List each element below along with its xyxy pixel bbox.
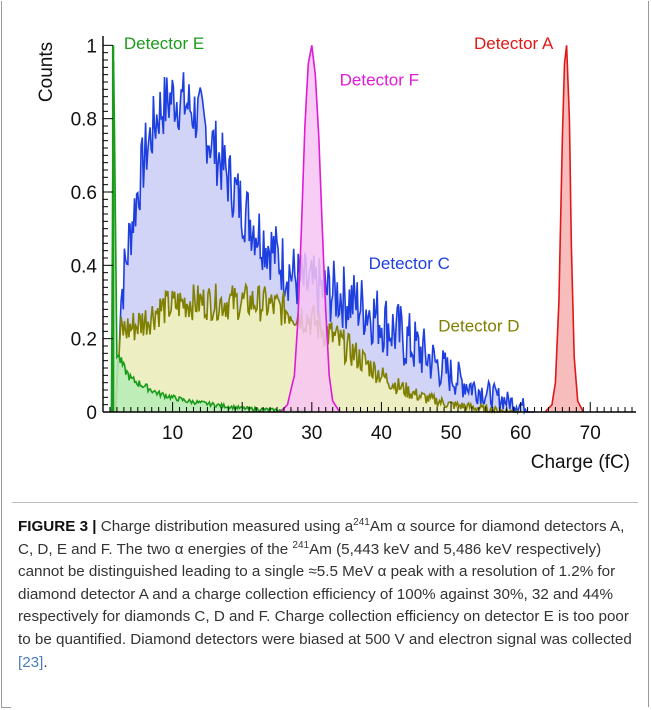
caption-sup-1: 241: [353, 516, 370, 528]
detector-a-label: Detector A: [474, 34, 554, 53]
y-tick-label: 1: [86, 36, 97, 57]
x-tick-label: 50: [440, 423, 461, 444]
caption-reference-link[interactable]: [23]: [18, 653, 44, 671]
detector-e-label: Detector E: [124, 34, 204, 53]
caption-text-3: Am (5,443 keV and 5,486 keV respectively…: [18, 540, 632, 648]
y-tick-label: 0.2: [71, 330, 97, 351]
x-tick-label: 60: [510, 423, 531, 444]
caption-label: FIGURE 3 |: [18, 518, 97, 535]
detector-a-line: [544, 45, 585, 413]
caption-text-1: Charge distribution measured using a: [96, 518, 354, 535]
x-tick-label: 20: [232, 423, 253, 444]
y-tick-label: 0.4: [71, 256, 98, 277]
caption-sup-2: 241: [292, 539, 310, 551]
caption-text-4: .: [43, 653, 48, 671]
x-tick-label: 40: [371, 423, 392, 444]
x-tick-label: 30: [301, 423, 322, 444]
detector-f-fill: [280, 45, 340, 413]
series-labels: Detector E Detector C Detector D Detector F…: [124, 34, 554, 335]
x-tick-label: 10: [162, 423, 183, 444]
detector-c-label: Detector C: [369, 254, 450, 273]
figure-caption: FIGURE 3 | Charge distribution measured …: [18, 516, 638, 674]
x-tick-label: 70: [580, 423, 601, 444]
axes: 10 20 30 40 50 60 70 0 0.2 0.4 0.6 0.8 1: [71, 36, 636, 444]
frame-bottom-mark: [1, 707, 11, 708]
detector-c-line: [114, 72, 535, 416]
caption-text-2: Am α source for diamond detectors A, C, …: [18, 518, 625, 558]
x-axis-label: Charge (fC): [531, 452, 630, 473]
plot-area: [110, 45, 585, 416]
y-tick-label: 0.6: [71, 183, 97, 204]
detector-f-label: Detector F: [340, 71, 419, 90]
detector-f-line: [279, 45, 341, 413]
y-axis-label: Counts: [36, 42, 57, 102]
caption-divider: [12, 502, 638, 503]
y-tick-label: 0: [86, 403, 97, 424]
detector-a-fill: [545, 45, 584, 413]
y-tick-label: 0.8: [71, 110, 97, 131]
detector-d-label: Detector D: [438, 316, 519, 335]
